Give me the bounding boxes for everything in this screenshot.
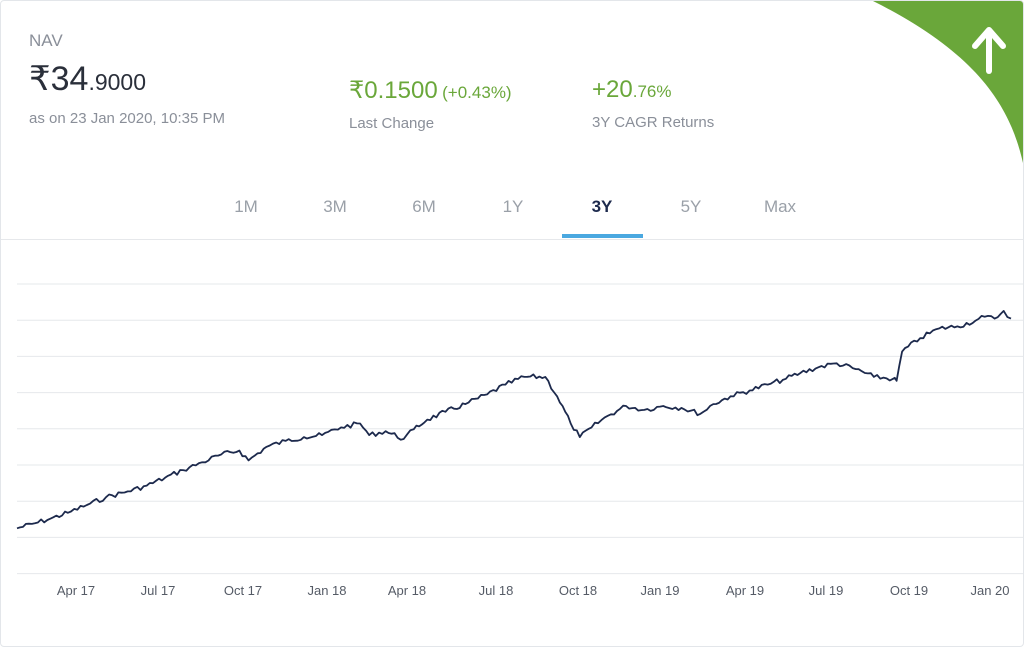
tab-max[interactable]: Max	[763, 197, 797, 216]
tab-5y[interactable]: 5Y	[680, 197, 702, 216]
x-tick-label: Oct 17	[224, 583, 262, 598]
x-tick-label: Jan 18	[307, 583, 346, 598]
tabs-divider	[1, 239, 1023, 240]
x-tick-label: Jul 18	[479, 583, 514, 598]
x-tick-label: Oct 18	[559, 583, 597, 598]
cagr-caption: 3Y CAGR Returns	[592, 114, 715, 131]
cagr-decimal: .76%	[632, 82, 672, 101]
tab-1y[interactable]: 1Y	[502, 197, 524, 216]
cagr-stat: +20.76% 3Y CAGR Returns	[592, 76, 714, 131]
x-tick-label: Apr 18	[388, 583, 426, 598]
tab-3y[interactable]: 3Y	[591, 197, 613, 216]
arrow-up-icon	[972, 27, 1006, 74]
trend-corner-badge	[873, 1, 1023, 163]
last-change-stat: ₹0.1500 (+0.43%) Last Change	[349, 76, 512, 132]
x-tick-label: Jan 20	[970, 583, 1009, 598]
x-tick-label: Jan 19	[640, 583, 679, 598]
nav-value-decimal: .9000	[88, 69, 147, 95]
x-tick-label: Jul 17	[141, 583, 176, 598]
x-tick-label: Jul 19	[809, 583, 844, 598]
active-tab-underline	[562, 234, 643, 238]
nav-value-main: ₹34	[29, 60, 89, 98]
change-value: ₹0.1500	[349, 77, 438, 104]
x-tick-label: Oct 19	[890, 583, 928, 598]
nav-label: NAV	[29, 31, 63, 50]
nav-date: as on 23 Jan 2020, 10:35 PM	[29, 110, 225, 127]
tab-1m[interactable]: 1M	[234, 197, 258, 216]
nav-value: ₹34.9000	[29, 59, 146, 99]
cagr-value: +20	[592, 76, 633, 103]
x-tick-label: Apr 19	[726, 583, 764, 598]
nav-series-line	[16, 310, 1012, 530]
change-caption: Last Change	[349, 115, 435, 132]
tab-6m[interactable]: 6M	[412, 197, 436, 216]
x-tick-label: Apr 17	[57, 583, 95, 598]
nav-line-chart: Apr 17 Jul 17 Oct 17 Jan 18 Apr 18 Jul 18 Oct …	[16, 283, 1023, 598]
change-percent: (+0.43%)	[442, 83, 512, 102]
tab-3m[interactable]: 3M	[323, 197, 347, 216]
period-tabs: 1M 3M 6M 1Y 3Y 5Y Max	[1, 197, 1023, 239]
